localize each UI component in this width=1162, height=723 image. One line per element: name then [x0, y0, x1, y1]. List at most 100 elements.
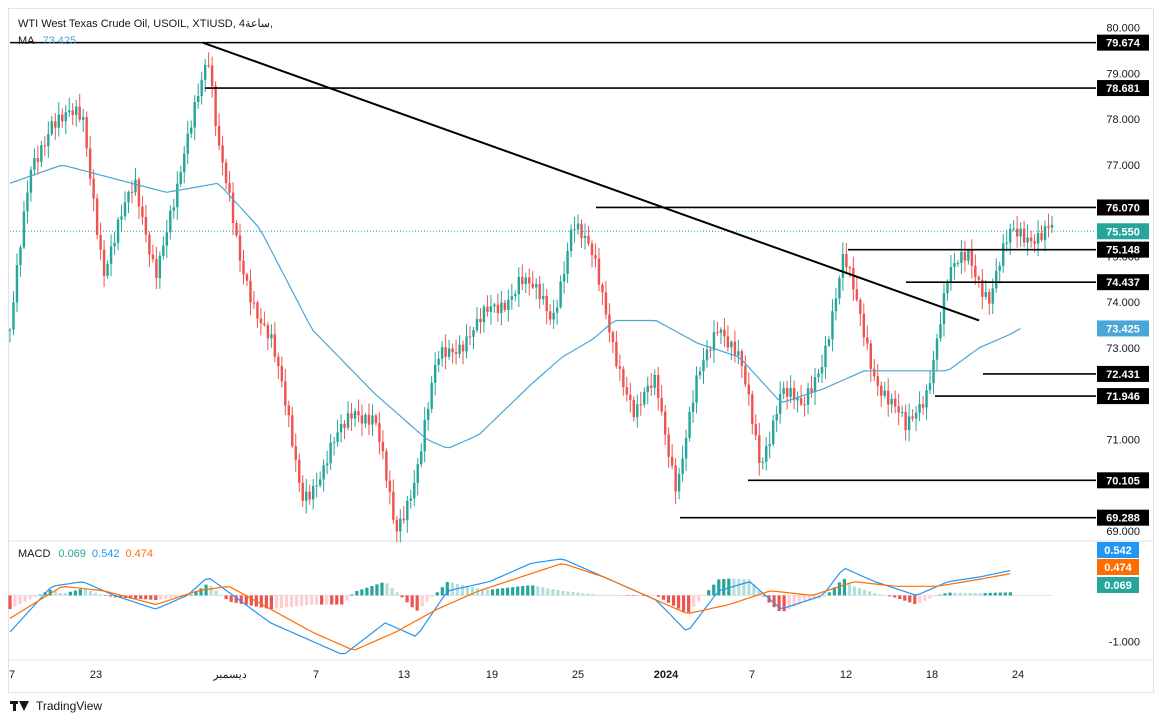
candle-body	[183, 153, 186, 173]
macd-line-tag-label: 0.542	[1104, 545, 1132, 557]
macd-histogram-bar	[209, 585, 213, 596]
candle-body	[803, 404, 806, 406]
candle-body	[109, 246, 113, 264]
macd-histogram-bar	[636, 595, 640, 596]
candle-body	[315, 485, 318, 487]
candle-body	[353, 411, 357, 419]
candle-body	[778, 394, 782, 414]
candle-body	[130, 191, 134, 193]
candle-body	[608, 314, 611, 333]
candle-body	[339, 423, 343, 433]
macd-histogram-bar	[581, 593, 585, 596]
macd-histogram-bar	[93, 592, 98, 596]
ma-label: MA	[18, 35, 35, 47]
candle-body	[862, 313, 866, 338]
macd-histogram-bar	[697, 595, 701, 602]
candle-body	[266, 325, 270, 339]
price-level-tag	[1097, 241, 1149, 258]
candle-body	[221, 145, 224, 163]
candle-body	[270, 334, 273, 339]
candle-body	[824, 345, 827, 368]
candle-body	[893, 398, 897, 407]
macd-histogram-bar	[757, 590, 761, 596]
candle-body	[974, 265, 977, 278]
candle-body	[148, 234, 151, 255]
candle-body	[820, 367, 824, 374]
candle-body	[785, 388, 789, 397]
macd-histogram-bar	[712, 584, 716, 596]
candle-body	[625, 387, 629, 395]
candle-body	[670, 456, 674, 466]
candle-body	[817, 373, 820, 378]
macd-histogram-bar	[279, 595, 284, 608]
candle-body	[928, 383, 932, 391]
macd-legend: MACD 0.069 0.542 0.474	[18, 548, 153, 560]
macd-hist-tag	[1097, 577, 1139, 593]
candle-body	[538, 283, 541, 300]
candle-body	[81, 117, 85, 120]
candle-body	[806, 388, 810, 405]
candle-body	[914, 412, 918, 419]
candle-body	[723, 329, 726, 337]
candle-body	[444, 347, 447, 357]
candle-body	[960, 251, 963, 263]
candle-body	[151, 254, 155, 260]
candle-body	[263, 323, 266, 326]
candle-body	[1001, 243, 1005, 266]
price-level-tag	[1097, 34, 1149, 51]
candle-body	[949, 267, 953, 284]
macd-histogram-bar	[63, 593, 67, 596]
candle-body	[482, 306, 486, 323]
macd-histogram-bar	[78, 589, 82, 596]
macd-histogram-bar	[973, 593, 977, 596]
candle-body	[343, 423, 346, 428]
macd-histogram-bar	[149, 595, 153, 600]
candle-body	[416, 464, 419, 483]
macd-histogram-bar	[320, 595, 324, 605]
candle-body	[256, 302, 259, 319]
candle-body	[765, 446, 768, 462]
candle-body	[939, 324, 942, 339]
candle-body	[155, 259, 158, 279]
candle-body	[113, 242, 116, 247]
macd-histogram-bar	[666, 595, 671, 603]
macd-histogram-bar	[681, 595, 686, 612]
candle-body	[897, 406, 900, 413]
macd-histogram-bar	[576, 592, 580, 596]
candle-body	[869, 343, 872, 369]
macd-histogram-bar	[310, 595, 314, 605]
candle-body	[799, 398, 803, 405]
candle-body	[998, 265, 1001, 271]
tradingview-footer[interactable]: TradingView	[10, 697, 102, 715]
candle-body	[1033, 241, 1036, 244]
candle-body	[660, 397, 663, 412]
candle-body	[29, 169, 33, 193]
downtrend-line[interactable]	[202, 41, 980, 322]
candle-body	[548, 311, 552, 320]
macd-histogram-bar	[325, 595, 329, 605]
macd-histogram-bar	[249, 595, 253, 606]
candle-body	[503, 302, 507, 310]
price-level-label: 69.288	[1106, 513, 1140, 525]
candle-body	[176, 183, 179, 208]
macd-histogram-bar	[159, 595, 163, 600]
macd-histogram-bar	[73, 590, 77, 596]
candle-body	[873, 368, 876, 377]
price-level-label: 74.437	[1106, 277, 1140, 289]
candle-body	[918, 404, 921, 413]
candle-body	[468, 336, 472, 338]
macd-histogram-bar	[626, 595, 630, 596]
macd-histogram-bar	[48, 589, 52, 596]
macd-histogram-bar	[129, 595, 133, 599]
macd-histogram-bar	[284, 595, 289, 608]
candle-body	[632, 399, 636, 418]
candle-body	[437, 358, 440, 365]
candle-body	[740, 351, 744, 366]
candle-body	[587, 235, 590, 244]
candle-body	[555, 307, 559, 313]
candle-body	[838, 277, 841, 299]
current-price-label: 75.550	[1106, 226, 1140, 238]
candle-body	[1047, 226, 1050, 228]
time-axis-label: 13	[398, 669, 410, 681]
